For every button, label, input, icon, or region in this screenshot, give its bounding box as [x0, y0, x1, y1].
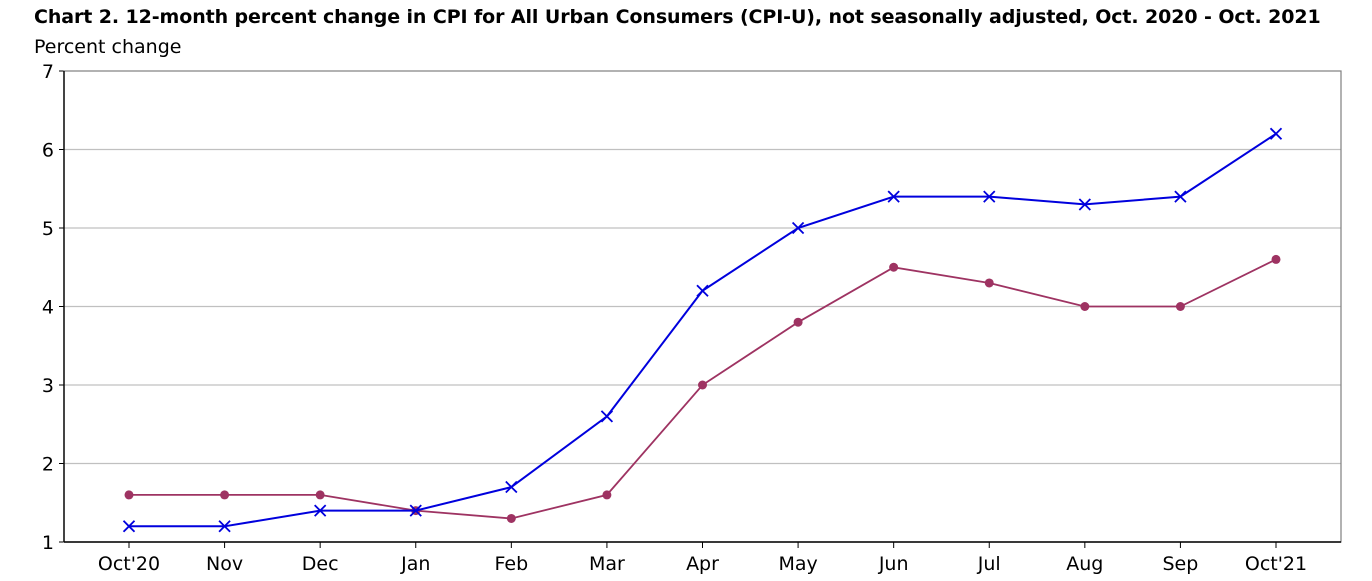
- y-tick-label: 3: [42, 375, 54, 397]
- series-0-point: [1269, 127, 1283, 140]
- series-0-line: [129, 132, 1277, 528]
- series-1-point: [889, 262, 899, 272]
- series-0-point: [983, 190, 996, 203]
- series-1-point: [984, 278, 994, 288]
- series-0-point: [887, 190, 900, 203]
- series-0-point: [696, 284, 709, 297]
- y-tick-label: 2: [42, 454, 54, 476]
- series-1-point: [220, 490, 230, 500]
- y-axis-label: Percent change: [34, 36, 182, 58]
- x-tick-label: Dec: [302, 553, 339, 575]
- x-tick-label: Sep: [1163, 553, 1199, 575]
- series-1-point: [602, 490, 612, 500]
- series-0-point: [122, 520, 136, 533]
- x-tick-label: Feb: [495, 553, 529, 575]
- x-tick-label: Oct'20: [98, 553, 160, 575]
- y-tick-label: 1: [42, 532, 54, 554]
- y-tick-label: 6: [42, 140, 54, 162]
- x-tick-label: Jan: [400, 553, 430, 575]
- series-0-point: [600, 410, 614, 423]
- series-0-point: [791, 221, 805, 235]
- x-tick-label: Jul: [977, 553, 1001, 575]
- x-tick-label: Nov: [206, 553, 243, 575]
- x-tick-label: May: [778, 553, 817, 575]
- y-tick-label: 4: [42, 297, 54, 319]
- chart-title: Chart 2. 12-month percent change in CPI …: [34, 6, 1321, 28]
- series-0-point: [505, 480, 518, 494]
- x-tick-label: Aug: [1066, 553, 1103, 575]
- x-tick-label: Apr: [686, 553, 719, 575]
- series-1-point: [124, 490, 134, 500]
- series-0-point: [1174, 190, 1187, 203]
- x-tick-label: Mar: [589, 553, 625, 575]
- x-tick-label: Jun: [878, 553, 909, 575]
- series-0-point: [1078, 198, 1091, 211]
- series-1-point: [793, 317, 803, 327]
- series-1-point: [1271, 254, 1281, 264]
- series-0-point: [218, 520, 231, 533]
- x-tick-label: Oct'21: [1245, 553, 1307, 575]
- series-1-point: [1175, 302, 1185, 311]
- series-0-point: [409, 504, 422, 517]
- series-0-point: [314, 504, 327, 517]
- series-1-point: [1080, 302, 1090, 311]
- series-1-point: [315, 490, 325, 500]
- y-tick-label: 7: [42, 61, 54, 83]
- y-tick-label: 5: [42, 218, 54, 240]
- series-1-point: [506, 513, 516, 523]
- series-1-point: [698, 380, 707, 390]
